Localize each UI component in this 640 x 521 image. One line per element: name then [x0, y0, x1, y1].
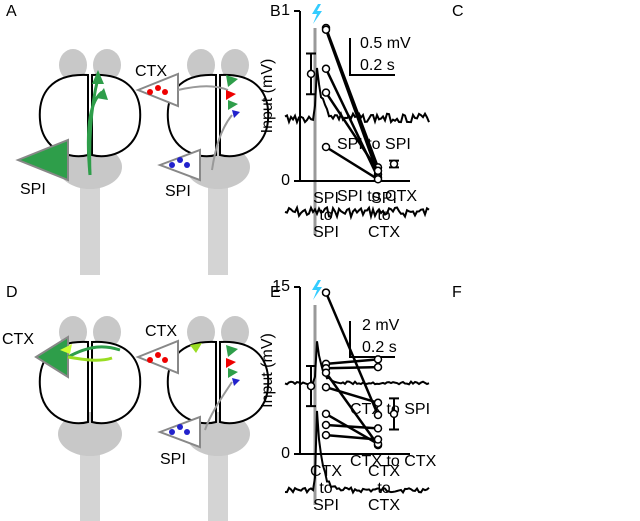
point	[321, 88, 331, 97]
panel-label: B	[270, 3, 281, 20]
mean-point	[306, 69, 316, 79]
pair-line	[325, 358, 379, 366]
diagram-label: CTX	[135, 63, 167, 80]
pair-line	[324, 371, 380, 446]
scale-label: 0.5 mV	[360, 35, 411, 52]
mean-point	[389, 409, 399, 419]
point	[373, 355, 383, 364]
diagram-label: CTX	[145, 323, 177, 340]
y-tick-label: 0	[281, 445, 290, 462]
pair-line	[324, 91, 380, 172]
panel-label: A	[6, 3, 17, 20]
trace-label: CTX to SPI	[350, 401, 430, 418]
pair-line	[324, 292, 380, 416]
diagram-label: CTX	[2, 331, 34, 348]
point	[373, 362, 383, 372]
pair-line	[325, 386, 379, 404]
point	[373, 166, 383, 176]
diagram-label: SPI	[20, 181, 46, 198]
scale-label: 0.2 s	[360, 57, 395, 74]
point	[373, 175, 383, 184]
y-axis-label: Input (mV)	[259, 333, 276, 408]
panel-label: C	[452, 3, 464, 20]
point	[321, 382, 331, 392]
mean-point	[389, 159, 399, 169]
point	[373, 424, 383, 433]
mean-point	[306, 381, 316, 391]
y-axis-label: Input (mV)	[259, 59, 276, 134]
pair-line	[325, 145, 379, 181]
trace-label: CTX to CTX	[350, 453, 437, 470]
panel-label: D	[6, 284, 18, 301]
diagram-d	[34, 315, 270, 521]
pair-line	[324, 29, 380, 175]
diagram-label: SPI	[165, 183, 191, 200]
x-tick-label: CTX to CTX	[368, 463, 400, 514]
pair-line	[325, 433, 379, 441]
point	[373, 435, 383, 444]
diagram-a	[15, 48, 270, 276]
point	[321, 420, 331, 430]
y-tick-label: 1	[281, 2, 290, 19]
point	[321, 430, 331, 440]
point	[321, 368, 331, 377]
point	[373, 398, 383, 408]
pair-line	[325, 365, 379, 370]
pair-line	[325, 423, 379, 430]
x-tick-label: CTX to SPI	[310, 463, 342, 514]
x-tick-label: SPI to SPI	[313, 190, 339, 241]
point	[321, 409, 331, 419]
x-tick-label: SPI to CTX	[368, 190, 400, 241]
trace-label: SPI to CTX	[337, 188, 417, 205]
panel-label: F	[452, 284, 462, 301]
point	[373, 410, 383, 420]
point	[321, 142, 331, 152]
traces	[284, 4, 430, 505]
trace-label: SPI to SPI	[337, 136, 411, 153]
point	[321, 64, 331, 74]
point	[321, 288, 331, 297]
panel-label: E	[270, 284, 281, 301]
scale-label: 0.2 s	[362, 339, 397, 356]
y-tick-label: 0	[281, 172, 290, 189]
diagram-label: SPI	[160, 451, 186, 468]
scale-label: 2 mV	[362, 317, 400, 334]
y-tick-label: 15	[272, 278, 290, 295]
point	[321, 25, 331, 34]
